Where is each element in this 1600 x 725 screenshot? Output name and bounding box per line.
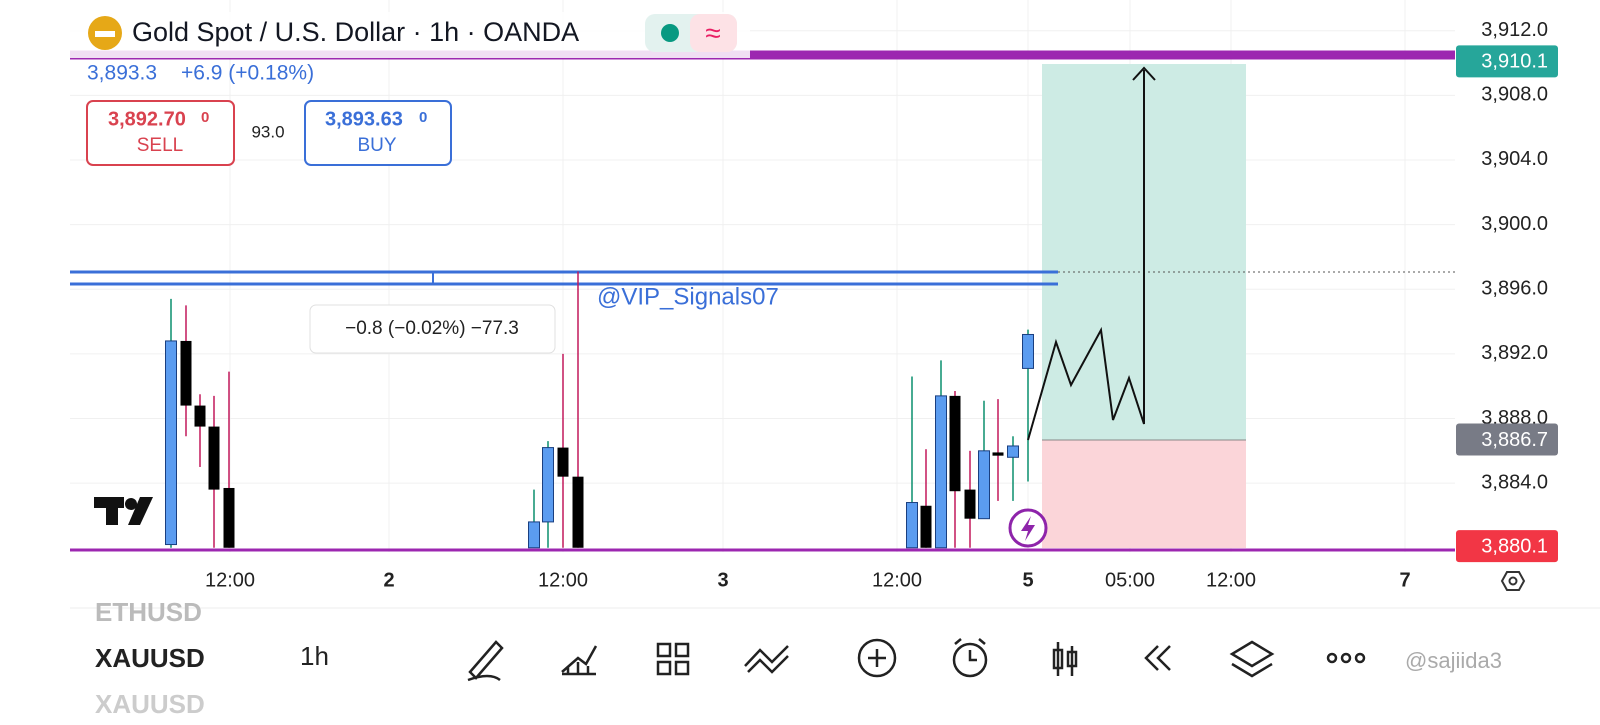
candle-body <box>1007 445 1019 458</box>
candle-body <box>1022 333 1034 369</box>
tooltip: −0.8 (−0.02%) −77.3 <box>345 318 519 339</box>
arrow-head <box>1132 66 1156 81</box>
projection <box>1027 70 1145 441</box>
sell-label: SELL <box>137 135 183 156</box>
candle-body <box>165 340 177 546</box>
candle-body <box>223 487 235 548</box>
draw-icon[interactable] <box>467 640 504 682</box>
replay-icon[interactable] <box>1144 645 1171 671</box>
candle-body <box>542 447 554 523</box>
candle-body <box>920 505 932 548</box>
candle-body <box>978 450 990 520</box>
x-tick-label: 05:00 <box>1105 569 1155 591</box>
last-price: 3,893.3 <box>87 62 157 85</box>
y-tick-label: 3,900.0 <box>1481 213 1548 235</box>
x-tick-label: 12:00 <box>538 569 588 591</box>
x-tick-label: 12:00 <box>1206 569 1256 591</box>
y-tick-label: 3,896.0 <box>1481 278 1548 300</box>
candles <box>165 271 1034 549</box>
candle-icon[interactable] <box>1052 642 1078 676</box>
loss-zone <box>1042 440 1246 548</box>
candle-body <box>964 489 976 519</box>
watermark: @VIP_Signals07 <box>597 283 779 310</box>
settings-dot <box>1508 576 1518 586</box>
y-tick-label: 3,912.0 <box>1481 19 1548 41</box>
header-bg <box>70 12 750 58</box>
symbol-next[interactable]: XAUUSD <box>95 689 205 719</box>
alarm-icon[interactable] <box>952 642 988 678</box>
y-tick-label: 3,884.0 <box>1481 471 1548 493</box>
price-tag-label: 3,886.7 <box>1481 429 1548 451</box>
credit: @sajiida3 <box>1405 648 1502 673</box>
layers-icon[interactable] <box>1229 640 1275 678</box>
layout-icon[interactable] <box>656 642 690 676</box>
spread: 93.0 <box>251 122 284 141</box>
compare-icon[interactable] <box>744 645 789 674</box>
price-axis: 3,884.0 3,888.0 3,892.0 3,896.0 3,900.0 3,904… <box>1456 19 1558 563</box>
buy-fraction: 0 <box>419 109 427 126</box>
candle-body <box>194 405 206 427</box>
gold-bar <box>95 31 115 37</box>
candle-body <box>949 395 961 492</box>
y-tick-label: 3,888.0 <box>1481 407 1548 429</box>
x-tick-label: 3 <box>717 569 728 591</box>
title: Gold Spot / U.S. Dollar · 1h · OANDA <box>132 17 579 47</box>
x-tick-label: 7 <box>1399 569 1410 591</box>
status-pill[interactable] <box>690 14 737 52</box>
candle-body <box>935 395 947 549</box>
symbol[interactable]: XAUUSD <box>95 643 205 673</box>
buy-price: 3,893.63 <box>325 108 403 130</box>
candle-body <box>572 476 584 548</box>
price-tag <box>1456 423 1558 456</box>
delay-icon: ≈ <box>705 17 720 48</box>
sell-price: 3,892.70 <box>108 108 186 130</box>
x-tick-label: 12:00 <box>205 569 255 591</box>
y-tick-label: 3,908.0 <box>1481 84 1548 106</box>
buy-label: BUY <box>357 135 396 156</box>
price-tag-label: 3,880.1 <box>1481 535 1548 557</box>
x-tick-label: 5 <box>1022 569 1033 591</box>
candle-body <box>180 340 192 406</box>
y-tick-label: 3,904.0 <box>1481 148 1548 170</box>
candle-body <box>992 452 1004 456</box>
x-tick-label: 2 <box>383 569 394 591</box>
toolbar-icons <box>467 638 1366 682</box>
settings-icon[interactable] <box>1500 571 1526 591</box>
sell-fraction: 0 <box>201 109 209 126</box>
price-change: +6.9 (+0.18%) <box>181 62 314 85</box>
candle-body <box>557 447 569 477</box>
add-icon[interactable] <box>857 638 897 678</box>
candle-body <box>528 521 540 549</box>
price-tag-label: 3,910.1 <box>1481 51 1548 73</box>
market-open <box>661 24 679 42</box>
price-tag <box>1456 530 1558 563</box>
x-tick-label: 12:00 <box>872 569 922 591</box>
bolt <box>1021 516 1035 541</box>
candle-body <box>906 502 918 549</box>
tooltip-box <box>309 304 556 354</box>
candle-body <box>208 426 220 490</box>
price-tag <box>1456 45 1558 78</box>
sell-button[interactable] <box>86 100 235 166</box>
y-tick-label: 3,892.0 <box>1481 342 1548 364</box>
tv-logo <box>94 497 153 525</box>
indicators-icon[interactable] <box>561 645 598 676</box>
interval[interactable]: 1h <box>300 641 329 671</box>
buy-button[interactable] <box>304 100 452 166</box>
symbol-prev[interactable]: ETHUSD <box>95 597 202 627</box>
time-axis: 12:00 2 12:00 3 12:00 5 05:00 12:00 7 <box>205 569 1411 591</box>
